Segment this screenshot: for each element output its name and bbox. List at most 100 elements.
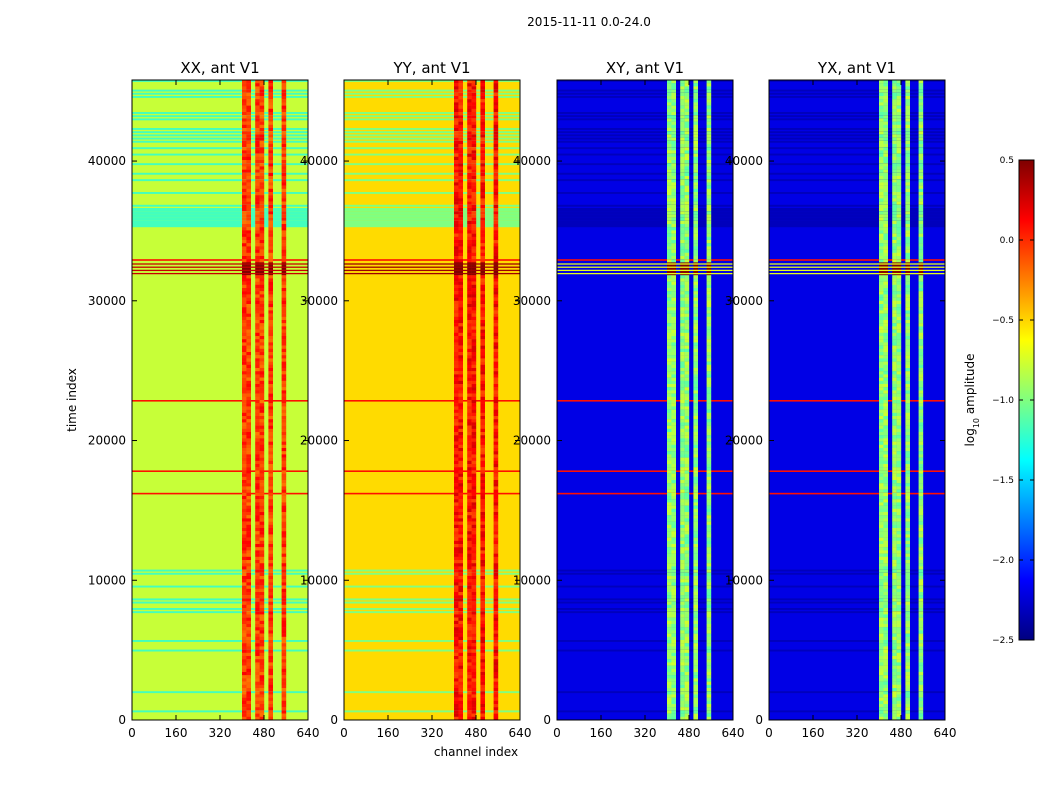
heatmap-cell (246, 483, 251, 487)
heatmap-cell (458, 169, 463, 173)
heatmap-cell (255, 201, 260, 205)
heatmap-cell (879, 531, 884, 535)
heatmap-cell (684, 678, 690, 682)
heatmap-cell (684, 352, 690, 356)
heatmap-cell (706, 467, 712, 471)
heatmap-cell (471, 291, 477, 295)
heatmap-cell (281, 182, 287, 186)
heatmap-cell (255, 396, 260, 401)
heatmap-cell (879, 646, 884, 650)
heatmap-cell (268, 492, 273, 497)
heatmap-cell (671, 614, 676, 618)
heatmap-cell (883, 668, 888, 673)
heatmap-cell (268, 307, 273, 311)
heatmap-cell (259, 499, 265, 503)
heatmap-cell (896, 627, 902, 631)
heatmap-cell (255, 294, 260, 298)
heatmap-cell (471, 444, 477, 449)
heatmap-cell (684, 169, 690, 173)
heatmap-cell (454, 316, 459, 321)
heatmap-cell (471, 585, 477, 589)
heatmap-cell (281, 115, 287, 119)
heatmap-cell (255, 585, 260, 589)
heatmap-cell (281, 83, 287, 87)
heatmap-cell (706, 92, 712, 97)
heatmap-cell (242, 435, 247, 439)
heatmap-cell (467, 640, 472, 644)
heatmap-cell (680, 342, 685, 346)
heatmap-cell (281, 284, 287, 289)
heatmap-cell (680, 393, 685, 397)
heatmap-cell (892, 310, 897, 314)
heatmap-cell (467, 108, 472, 113)
heatmap-cell (471, 547, 477, 551)
heatmap-cell (467, 134, 472, 138)
heatmap-cell (255, 150, 260, 154)
heatmap-cell (255, 144, 260, 148)
heatmap-cell (680, 115, 685, 119)
heatmap-cell (883, 550, 888, 554)
heatmap-cell (892, 460, 897, 465)
heatmap-cell (454, 473, 459, 477)
heatmap-cell (242, 185, 247, 189)
heatmap-cell (918, 352, 924, 356)
heatmap-cell (467, 505, 472, 509)
heatmap-cell (259, 704, 265, 708)
heatmap-cell (467, 438, 472, 442)
heatmap-cell (281, 345, 287, 349)
heatmap-cell (242, 336, 247, 340)
heatmap-cell (667, 361, 672, 365)
heatmap-cell (259, 608, 265, 612)
heatmap-cell (892, 576, 897, 580)
heatmap-cell (693, 678, 698, 682)
heatmap-cell (467, 336, 472, 340)
heatmap-cell (905, 243, 910, 247)
heatmap-cell (905, 252, 910, 257)
heatmap-cell (246, 416, 251, 420)
heatmap-cell (480, 579, 485, 583)
heatmap-row-line (132, 400, 308, 402)
heatmap-cell (896, 345, 902, 349)
heatmap-cell (493, 544, 499, 548)
heatmap-cell (255, 508, 260, 513)
heatmap-cell (480, 652, 485, 657)
heatmap-cell (918, 313, 924, 317)
heatmap-cell (493, 387, 499, 391)
heatmap-cell (883, 531, 888, 535)
heatmap-cell (259, 512, 265, 516)
heatmap-cell (281, 640, 287, 644)
heatmap-cell (892, 601, 897, 605)
heatmap-cell (896, 243, 902, 247)
heatmap-cell (246, 320, 251, 324)
heatmap-cell (671, 502, 676, 506)
heatmap-cell (454, 294, 459, 298)
heatmap-cell (680, 243, 685, 247)
heatmap-cell (671, 192, 676, 196)
heatmap-cell (684, 105, 690, 109)
heatmap-cell (454, 326, 459, 330)
heatmap-cell (918, 518, 924, 522)
heatmap-cell (883, 83, 888, 87)
heatmap-cell (268, 438, 273, 442)
heatmap-cell (458, 147, 463, 151)
heatmap-cell (706, 204, 712, 209)
heatmap-cell (918, 256, 924, 260)
heatmap-cell (281, 236, 287, 241)
heatmap-row-band (769, 131, 945, 134)
heatmap-cell (471, 540, 477, 545)
heatmap-row-band (132, 710, 308, 713)
heatmap-cell (879, 464, 884, 468)
heatmap-cell (255, 572, 260, 577)
heatmap-row-band (557, 211, 733, 215)
heatmap-cell (471, 652, 477, 657)
heatmap-cell (671, 416, 676, 420)
heatmap-cell (896, 121, 902, 125)
heatmap-row-line (557, 470, 733, 472)
heatmap-cell (706, 451, 712, 455)
heatmap-cell (667, 275, 672, 279)
heatmap-cell (268, 304, 273, 308)
heatmap-cell (246, 92, 251, 97)
heatmap-cell (480, 307, 485, 311)
heatmap-cell (680, 163, 685, 167)
heatmap-cell (918, 153, 924, 157)
